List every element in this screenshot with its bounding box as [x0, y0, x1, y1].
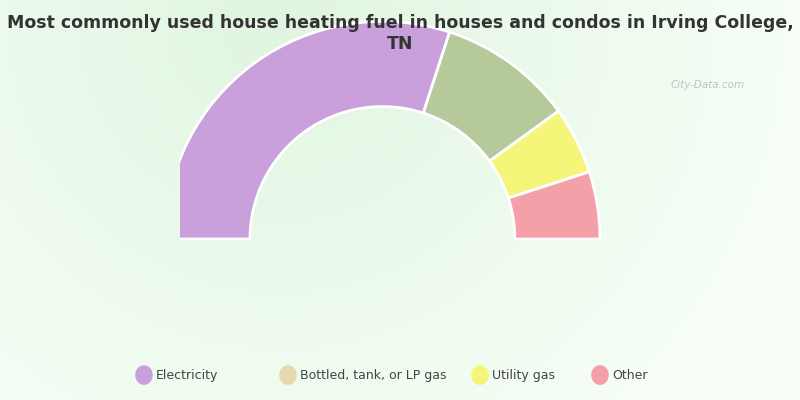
Ellipse shape	[135, 365, 153, 385]
Text: Utility gas: Utility gas	[492, 368, 555, 382]
Wedge shape	[423, 32, 558, 161]
Wedge shape	[508, 172, 600, 239]
Text: Bottled, tank, or LP gas: Bottled, tank, or LP gas	[300, 368, 446, 382]
Text: Electricity: Electricity	[156, 368, 218, 382]
Text: Most commonly used house heating fuel in houses and condos in Irving College, TN: Most commonly used house heating fuel in…	[6, 14, 794, 53]
Wedge shape	[165, 22, 450, 239]
Ellipse shape	[591, 365, 609, 385]
Wedge shape	[490, 111, 590, 198]
Ellipse shape	[471, 365, 489, 385]
Ellipse shape	[279, 365, 297, 385]
Text: City-Data.com: City-Data.com	[671, 80, 745, 90]
Text: Other: Other	[612, 368, 647, 382]
